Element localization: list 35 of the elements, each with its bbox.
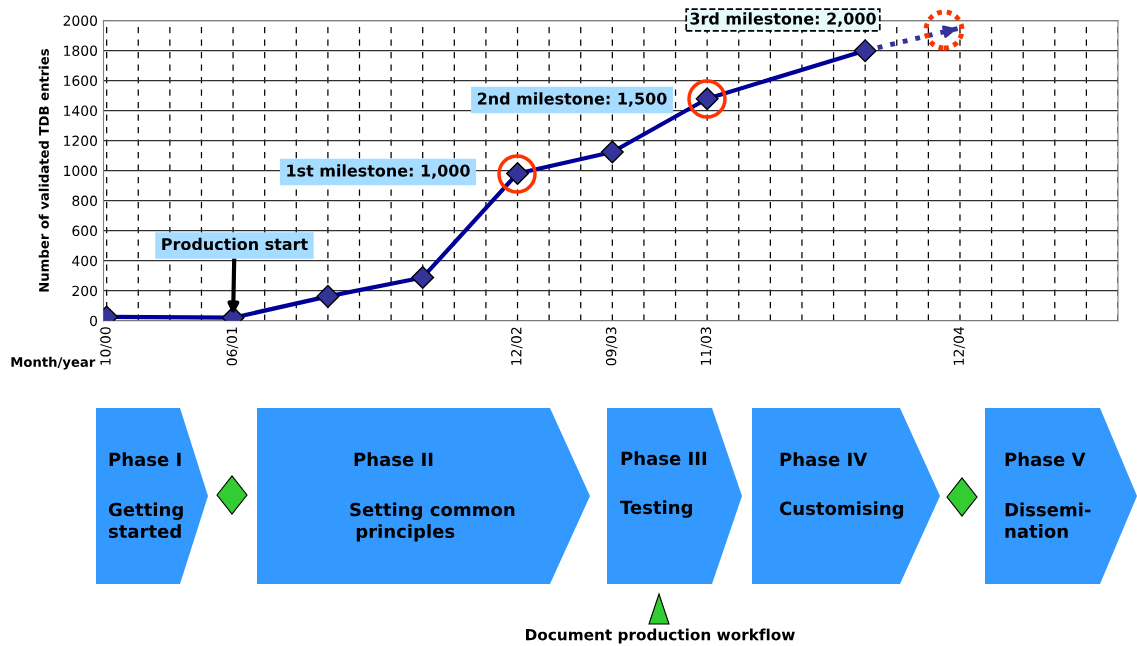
x-tick-label: 11/03 (700, 327, 713, 365)
y-tick-label: 600 (72, 225, 98, 237)
y-tick-label: 1800 (64, 45, 98, 56)
y-tick-label: 0 (90, 315, 98, 327)
annotation: Production start (162, 237, 308, 251)
text: Testing (620, 500, 692, 518)
y-tick-label: 1400 (64, 105, 98, 117)
y-tick-label: 200 (72, 285, 98, 297)
x-tick-label: 06/01 (226, 327, 239, 366)
annotation: 1st milestone: 1,000 (287, 164, 470, 179)
y-tick-label: 1000 (64, 165, 98, 177)
y-axis-title: Number of validated TDB entries (38, 49, 49, 292)
y-tick-label: 800 (72, 195, 98, 207)
y-tick-label: 1600 (64, 75, 98, 87)
x-tick-label: 12/02 (511, 327, 523, 365)
text: Getting started (108, 502, 183, 539)
point (853, 39, 877, 63)
text: Phase III (621, 451, 707, 466)
text: Document production workflow (526, 628, 795, 644)
text: Phase IV (780, 452, 868, 467)
text: Phase I (109, 452, 181, 467)
y-tick-label: 2000 (63, 15, 98, 26)
x-tick-label: 10/00 (100, 327, 112, 365)
y-tick-label: 400 (72, 255, 98, 267)
text: Customising (779, 501, 904, 519)
annotation: 2nd milestone: 1,500 (477, 92, 667, 107)
text: Phase V (1005, 452, 1086, 467)
x-tick-label: 09/03 (605, 327, 618, 366)
annotation: 3rd milestone: 2,000 (690, 12, 876, 27)
x-axis-title: Month/year (11, 356, 96, 370)
text: Dissemi- nation (1005, 502, 1091, 539)
x-tick-label: 12/04 (953, 327, 966, 365)
y-tick-label: 1200 (64, 135, 98, 147)
text: Phase II (354, 452, 433, 467)
text: Setting common principles (350, 502, 515, 542)
